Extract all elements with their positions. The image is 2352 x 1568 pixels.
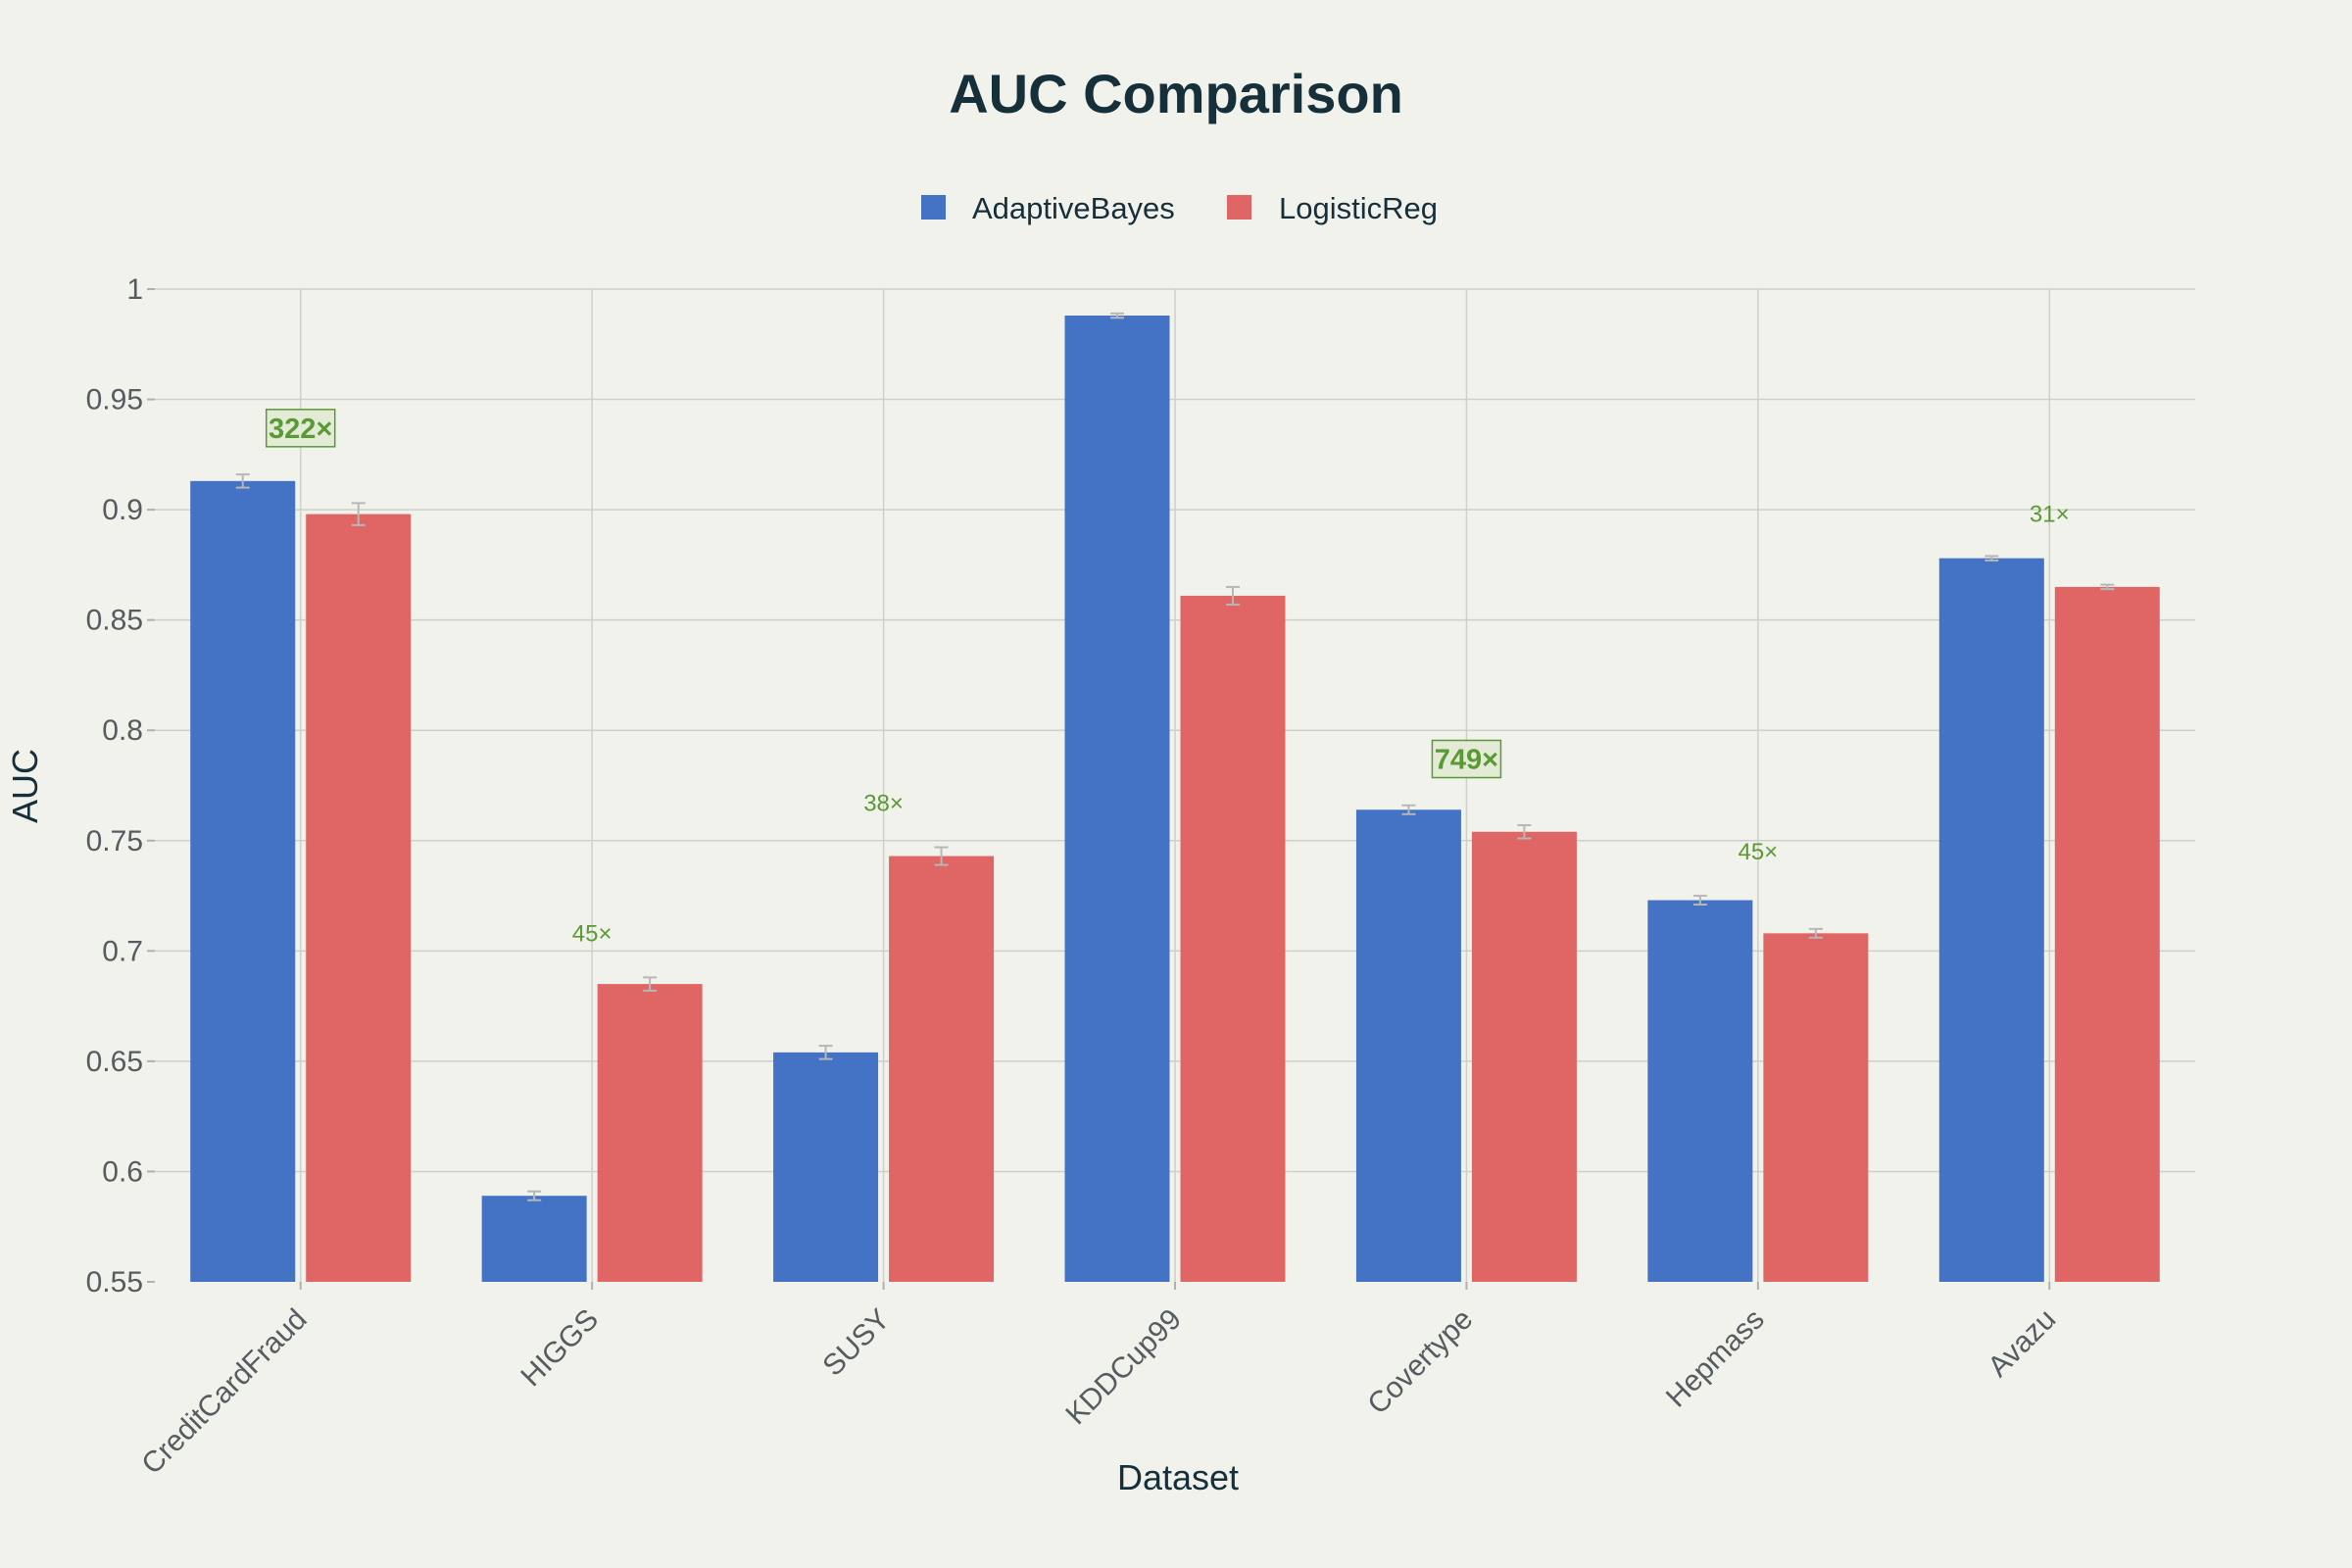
- x-axis-ticks: CreditCardFraud HIGGS SUSY KDDCup99 Covertyp…: [135, 1282, 2062, 1481]
- y-tick-label: 0.85: [86, 605, 143, 637]
- annotation-label: 45×: [572, 920, 612, 947]
- annotation-label: 38×: [863, 791, 904, 817]
- y-tick-label: 0.9: [102, 494, 143, 526]
- y-tick-label: 0.65: [86, 1046, 143, 1078]
- gridlines: [155, 288, 2195, 1282]
- bar-adaptivebayes-creditcardfraud: [190, 480, 296, 1282]
- bar-adaptivebayes-higgs: [481, 1196, 587, 1282]
- y-axis-ticks: 0.55 0.6 0.65 0.7 0.75 0.8 0.85 0.9 0.95 1: [86, 273, 155, 1298]
- y-tick-label: 0.7: [102, 935, 143, 967]
- bar-logisticreg-hepmass: [1763, 933, 1869, 1282]
- y-tick-label: 0.75: [86, 825, 143, 858]
- chart-title: AUC Comparison: [949, 63, 1403, 124]
- annotation-label: 749×: [1435, 744, 1498, 775]
- bar-adaptivebayes-covertype: [1355, 809, 1461, 1282]
- y-tick-label: 0.55: [86, 1266, 143, 1298]
- legend-label-logisticreg: LogisticReg: [1279, 191, 1438, 225]
- annotation-box: [265, 409, 336, 448]
- x-tick-label: CreditCardFraud: [135, 1303, 313, 1481]
- x-tick-label: SUSY: [816, 1303, 896, 1383]
- x-tick-label: Covertype: [1361, 1303, 1479, 1421]
- x-tick-label: KDDCup99: [1059, 1303, 1188, 1432]
- y-tick-label: 0.6: [102, 1155, 143, 1188]
- bars: [190, 316, 2160, 1283]
- bar-adaptivebayes-kddcup99: [1064, 316, 1170, 1283]
- legend-label-adaptivebayes: AdaptiveBayes: [972, 191, 1175, 225]
- x-tick-label: Avazu: [1982, 1303, 2062, 1384]
- bar-logisticreg-avazu: [2054, 586, 2160, 1282]
- bar-logisticreg-creditcardfraud: [306, 514, 412, 1282]
- annotation-label: 322×: [269, 414, 332, 445]
- legend: AdaptiveBayes LogisticReg: [921, 191, 1438, 225]
- bar-logisticreg-kddcup99: [1180, 595, 1286, 1282]
- y-tick-label: 0.95: [86, 384, 143, 416]
- annotation-label: 45×: [1738, 839, 1778, 865]
- y-tick-label: 0.8: [102, 714, 143, 747]
- bar-logisticreg-covertype: [1471, 831, 1577, 1282]
- bar-adaptivebayes-susy: [773, 1052, 879, 1282]
- bar-adaptivebayes-avazu: [1938, 558, 2044, 1282]
- speedup-annotations: 322× 45× 38× 749× 45× 31×: [265, 409, 2070, 947]
- x-axis-title: Dataset: [1117, 1457, 1239, 1497]
- legend-swatch-adaptivebayes: [921, 195, 946, 220]
- error-bars: [235, 312, 2115, 1201]
- y-tick-label: 1: [126, 273, 143, 306]
- bar-logisticreg-susy: [889, 856, 995, 1282]
- x-tick-label: Hepmass: [1660, 1303, 1771, 1414]
- annotation-box: [1431, 739, 1502, 779]
- annotation-label: 31×: [2030, 502, 2070, 528]
- y-axis-title: AUC: [5, 749, 45, 823]
- x-tick-label: HIGGS: [514, 1303, 605, 1394]
- bar-logisticreg-higgs: [597, 984, 703, 1282]
- legend-swatch-logisticreg: [1227, 195, 1251, 220]
- bar-adaptivebayes-hepmass: [1647, 900, 1753, 1282]
